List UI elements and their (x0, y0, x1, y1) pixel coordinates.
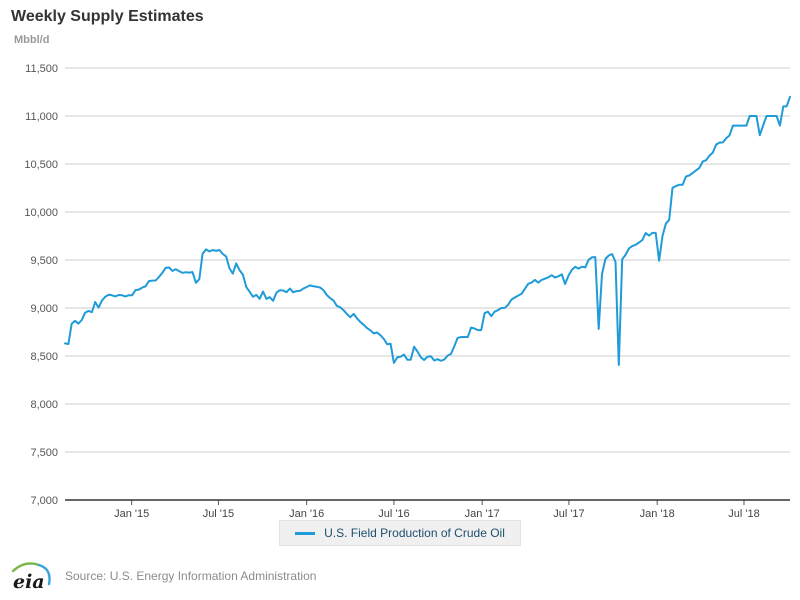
x-axis-tick-label: Jan '17 (465, 508, 500, 520)
eia-logo: eia (11, 562, 51, 593)
eia-logo-text: eia (13, 571, 45, 593)
y-axis-tick-label: 9,000 (30, 303, 58, 315)
x-axis-tick-label: Jul '17 (553, 508, 584, 520)
x-axis-tick-label: Jan '16 (289, 508, 324, 520)
y-axis-unit-label: Mbbl/d (14, 34, 50, 46)
x-axis-tick-label: Jul '15 (203, 508, 234, 520)
eia-logo-blue-arc (37, 563, 51, 586)
crude-oil-production-line (64, 95, 791, 366)
legend-box: U.S. Field Production of Crude Oil (279, 520, 521, 546)
y-axis-tick-label: 11,500 (25, 63, 58, 75)
y-axis-tick-label: 9,500 (30, 255, 58, 267)
x-axis-tick-label: Jan '18 (640, 508, 675, 520)
y-axis-tick-label: 10,000 (24, 207, 58, 219)
y-axis-tick-label: 7,500 (30, 447, 58, 459)
y-axis-tick-label: 8,000 (30, 399, 58, 411)
y-axis-tick-label: 7,000 (30, 495, 58, 507)
y-axis-tick-label: 11,000 (25, 111, 58, 123)
eia-logo-green-arc (11, 562, 41, 573)
y-axis-tick-label: 8,500 (30, 351, 58, 363)
footer: eia Source: U.S. Energy Information Admi… (10, 558, 316, 594)
x-axis-tick-label: Jul '18 (728, 508, 759, 520)
legend-line-swatch (295, 531, 316, 535)
y-axis-tick-label: 10,500 (24, 159, 58, 171)
x-axis-tick-label: Jan '15 (114, 508, 149, 520)
legend-series-label: U.S. Field Production of Crude Oil (324, 526, 505, 540)
legend: U.S. Field Production of Crude Oil (0, 520, 800, 546)
line-chart-plot-area: 11,500 11,000 10,500 10,000 9,500 9,000 8,500 8… (24, 63, 791, 520)
source-text: Source: U.S. Energy Information Administ… (65, 569, 317, 583)
x-axis-tick-label: Jul '16 (378, 508, 409, 520)
page-title: Weekly Supply Estimates (11, 8, 204, 25)
